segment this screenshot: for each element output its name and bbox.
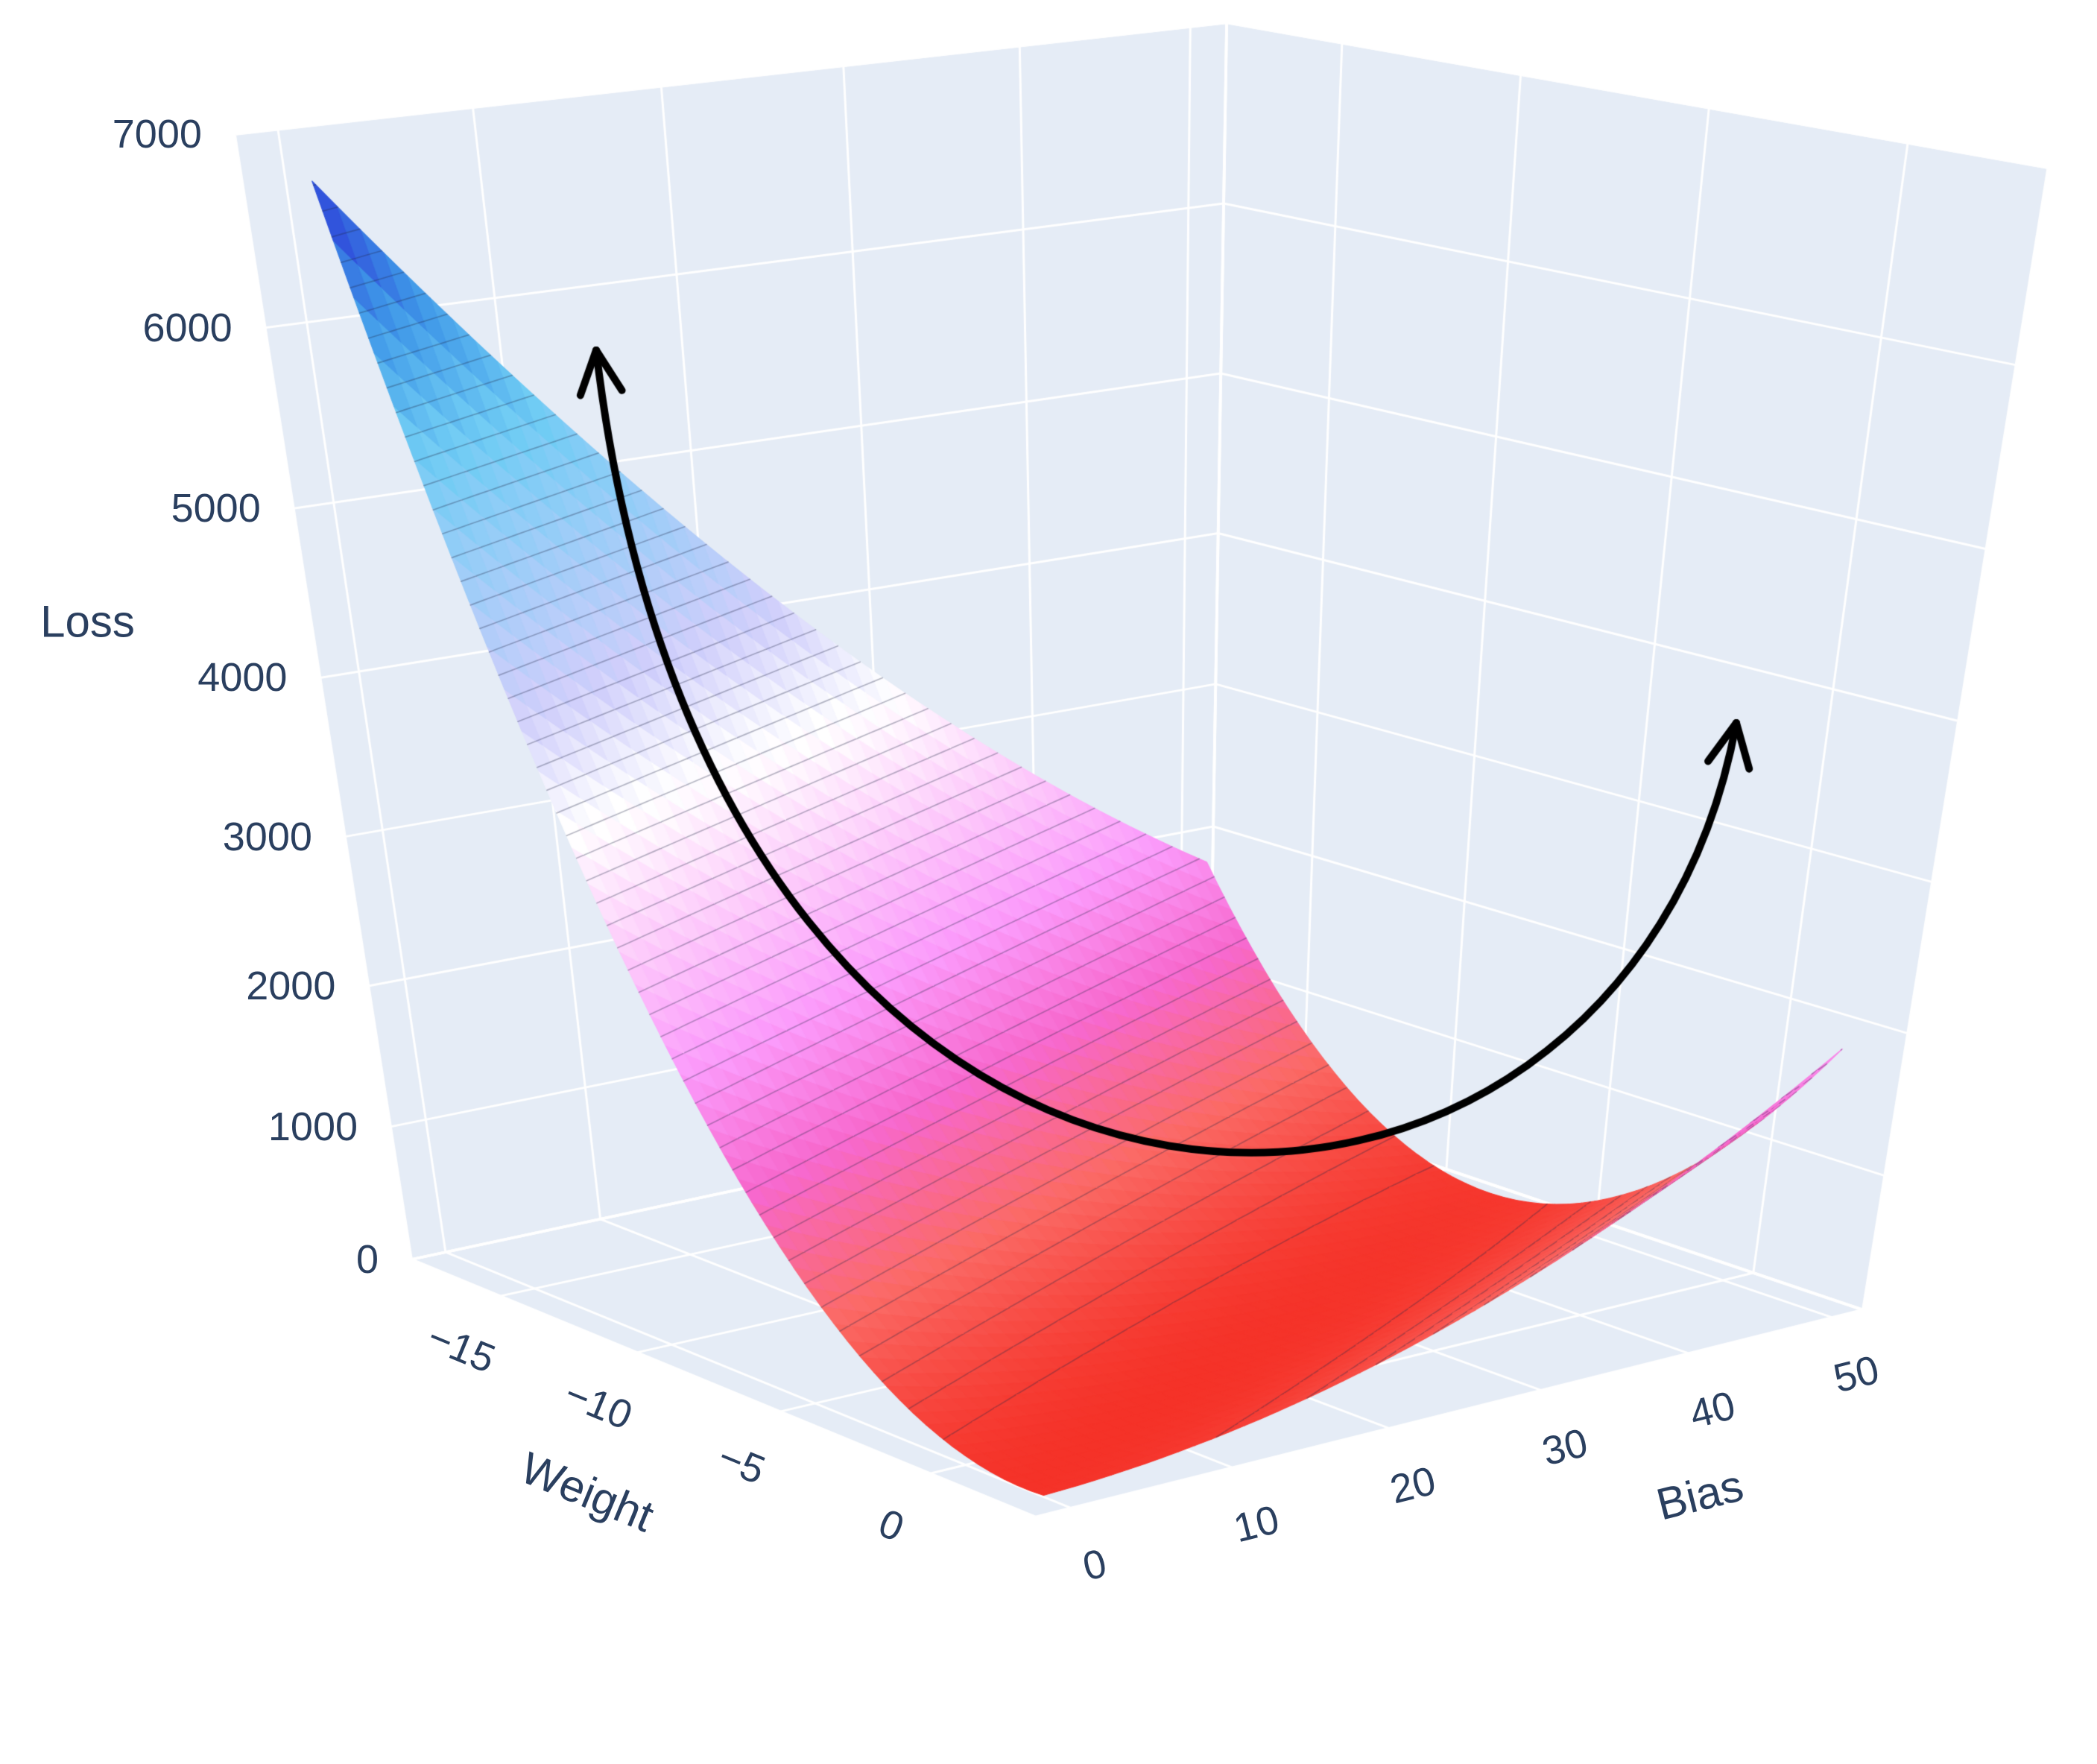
surface-plot-canvas[interactable] bbox=[0, 0, 2097, 1764]
plot-area[interactable]: 0 1000 2000 3000 4000 5000 6000 7000 −15 −10 −5 0 0 1… bbox=[0, 0, 2097, 1764]
loss-surface-figure: 0 1000 2000 3000 4000 5000 6000 7000 −15 −10 −5 0 0 1… bbox=[0, 0, 2097, 1764]
